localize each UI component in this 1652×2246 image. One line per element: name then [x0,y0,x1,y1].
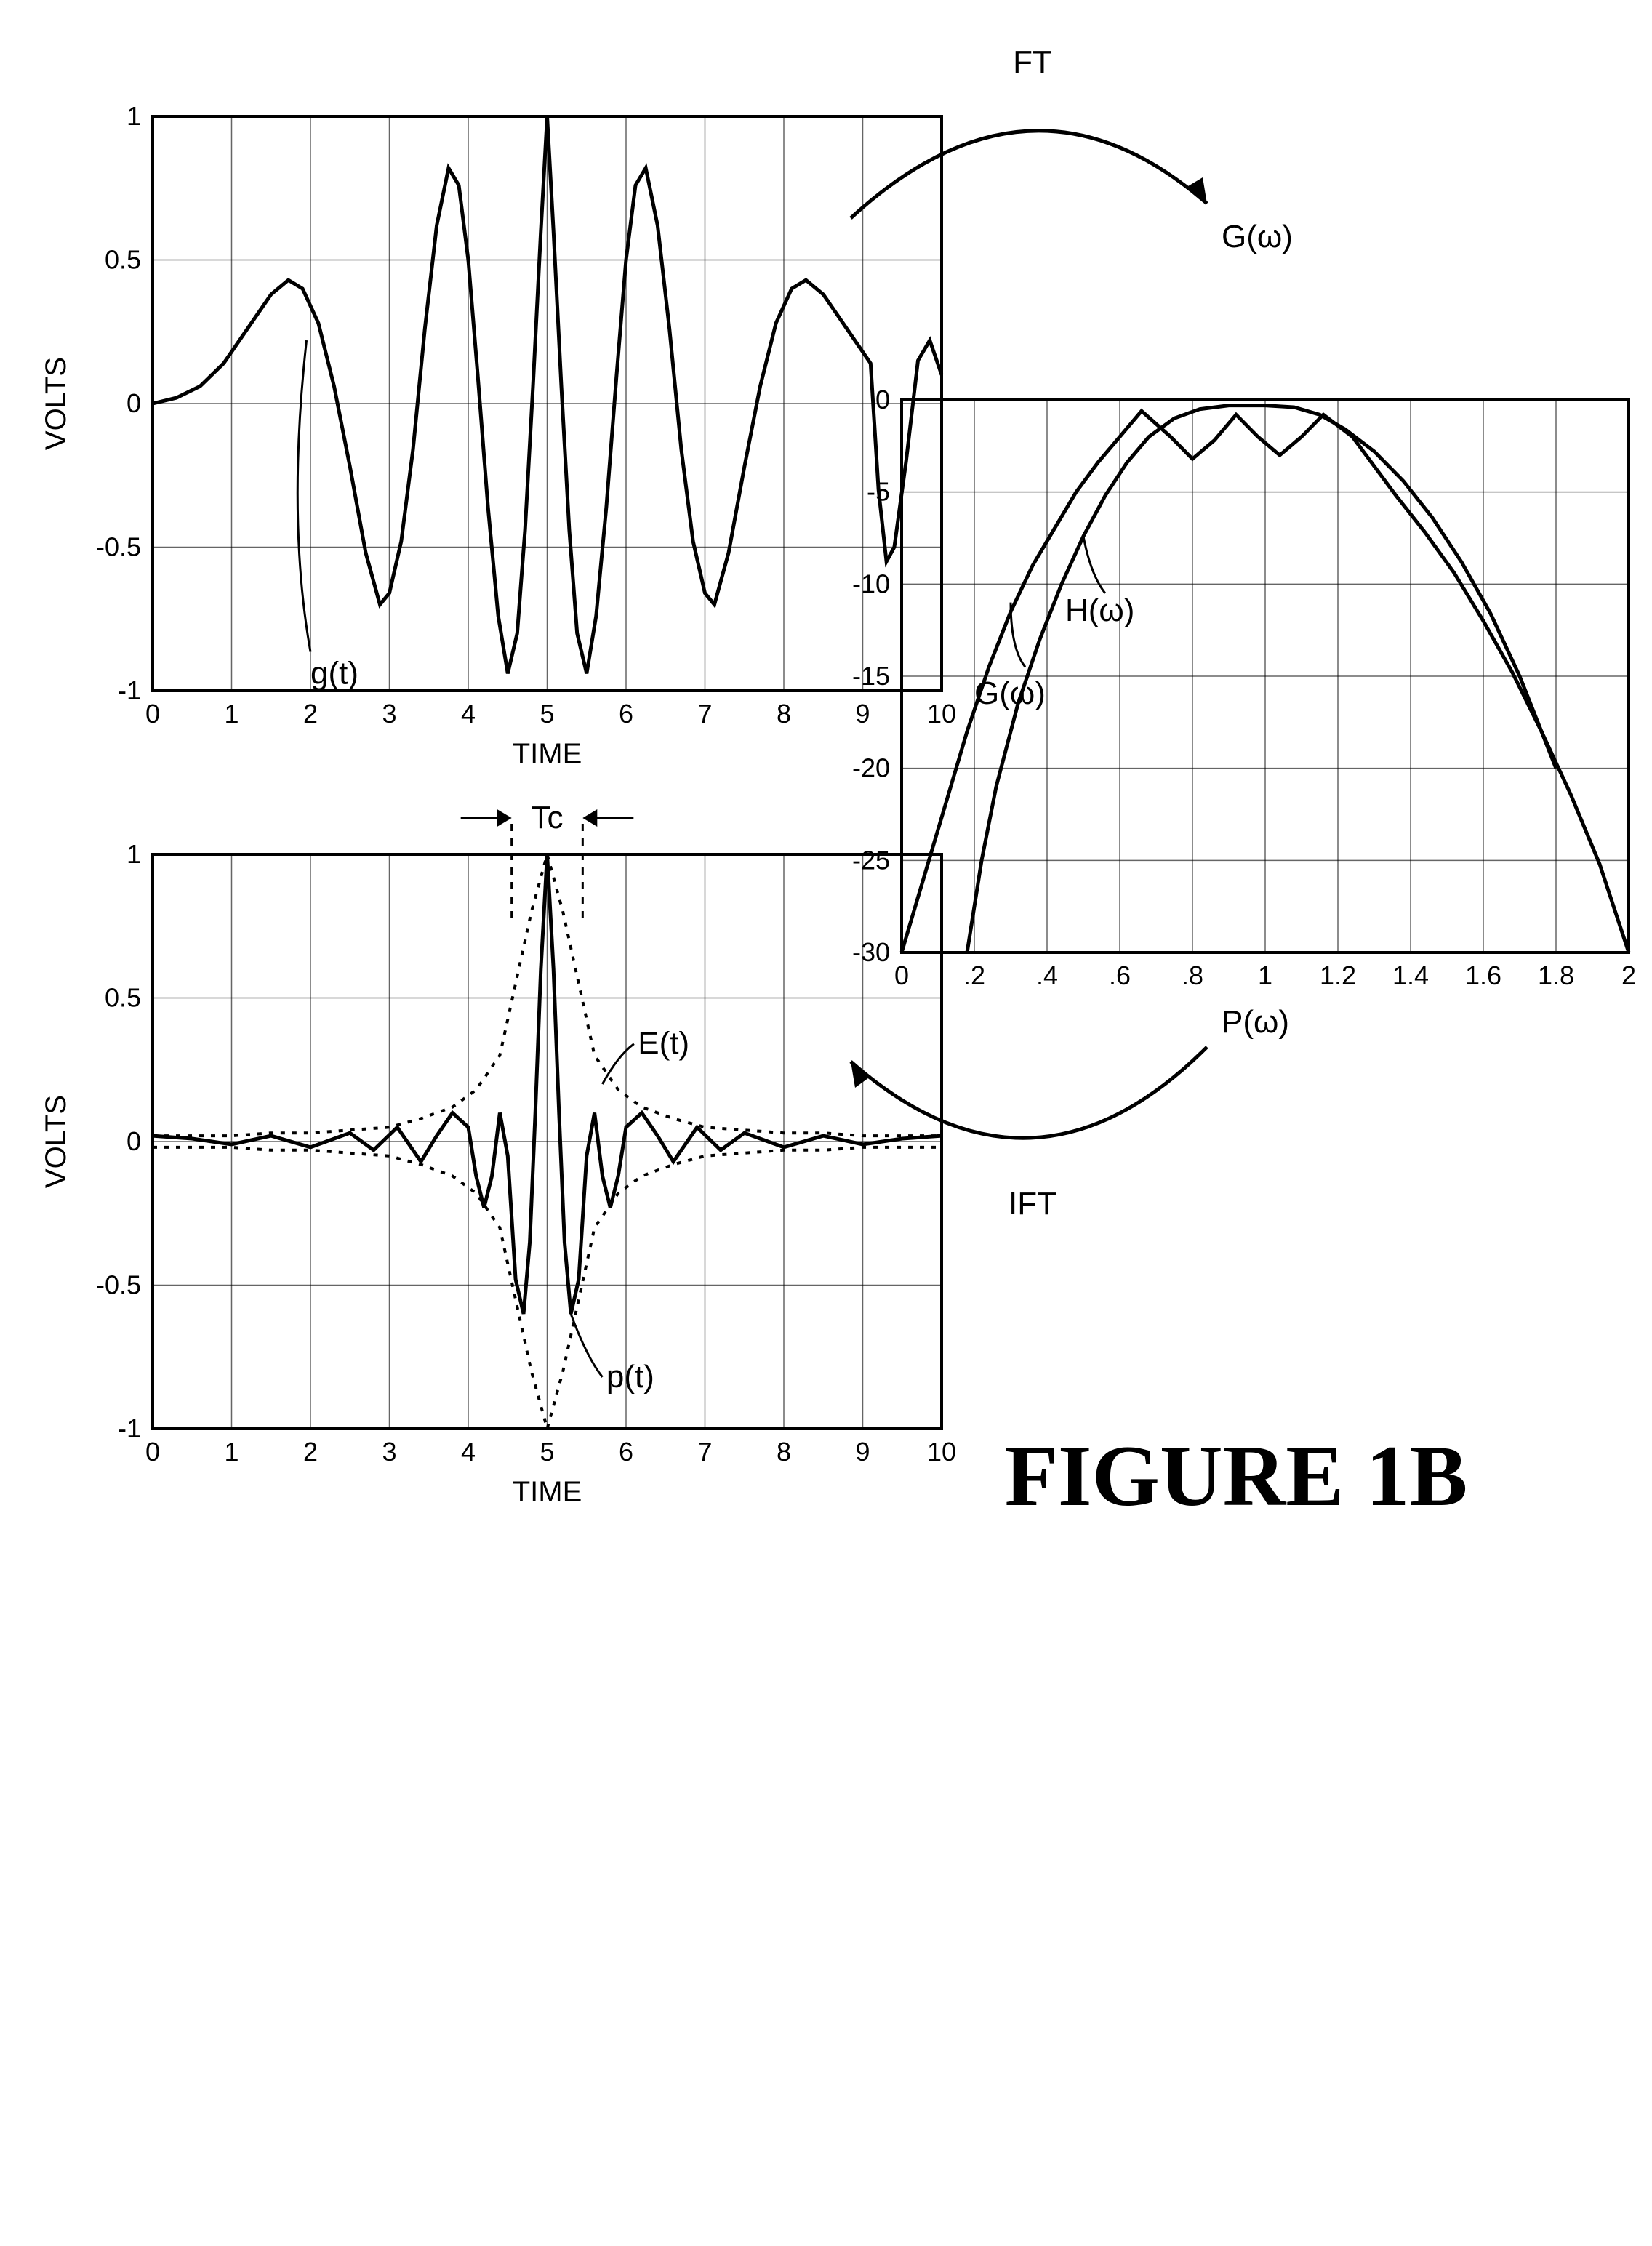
y-tick-label: 0 [875,385,890,414]
ft-to-label: G(ω) [1222,219,1293,254]
x-tick-label: .8 [1182,960,1203,990]
x-tick-label: 3 [382,1437,396,1467]
x-tick-label: 2 [303,699,318,729]
y-tick-label: -1 [118,675,141,705]
x-tick-label: 3 [382,699,396,729]
ift-from-label: P(ω) [1222,1004,1289,1040]
x-axis-label: TIME [513,1476,582,1508]
callout-line [571,1314,602,1377]
y-tick-label: -5 [867,477,890,507]
x-tick-label: .2 [963,960,985,990]
series-label-p: p(t) [606,1359,654,1395]
callout-line [1011,603,1025,667]
x-tick-label: 0 [894,960,909,990]
x-tick-label: .6 [1109,960,1131,990]
x-tick-label: 4 [461,699,476,729]
y-tick-label: -1 [118,1413,141,1443]
y-tick-label: -0.5 [96,532,141,562]
tc-arrowhead-left [497,809,512,827]
series-label-E: E(t) [638,1026,689,1062]
y-tick-label: 0.5 [105,983,141,1013]
x-tick-label: 8 [777,1437,791,1467]
y-tick-label: -25 [852,845,890,875]
ift-arc [851,1047,1207,1138]
x-tick-label: 1.6 [1465,960,1501,990]
x-tick-label: .4 [1036,960,1058,990]
x-tick-label: 6 [619,1437,633,1467]
x-tick-label: 7 [697,1437,712,1467]
x-tick-label: 5 [540,699,554,729]
x-tick-label: 0 [145,1437,160,1467]
chart: 0 .2 .4 .6 .8 1 1.2 1.4 1.6 1.8 2 -30 -25 -20 -15 -10 -5… [829,385,1636,990]
x-axis-label: TIME [513,738,582,770]
ift-name-label: IFT [1009,1186,1056,1222]
ft-name-label: FT [1013,44,1052,80]
x-tick-label: 4 [461,1437,476,1467]
y-tick-label: -20 [852,753,890,783]
ift-arrowhead [851,1062,871,1088]
x-tick-label: 6 [619,699,633,729]
series-H_omega [967,406,1556,952]
x-tick-label: 1.4 [1392,960,1429,990]
y-axis-label: VOLTS [40,1095,72,1188]
y-tick-label: -10 [852,569,890,598]
y-tick-label: -0.5 [96,1270,141,1300]
y-tick-label: 1 [127,101,141,131]
callout-line [1083,536,1105,593]
y-tick-label: 1 [127,839,141,869]
y-tick-label: 0 [127,1126,141,1156]
x-tick-label: 0 [145,699,160,729]
tc-label: Tc [532,800,564,835]
tc-arrowhead-right [582,809,597,827]
chart: 012345678910-1-0.500.51TIMEVOLTSp(t)E(t)… [40,800,956,1508]
figure-title: FIGURE 1B [1005,1427,1468,1524]
x-tick-label: 1 [1258,960,1272,990]
y-tick-label: -15 [852,661,890,691]
y-axis-label: VOLTS [40,357,72,450]
ft-arc [851,131,1207,218]
callout-line [297,340,310,651]
x-tick-label: 8 [777,699,791,729]
x-tick-label: 1.2 [1320,960,1356,990]
x-tick-label: 2 [303,1437,318,1467]
x-tick-label: 1.8 [1538,960,1574,990]
callout-line [602,1044,633,1084]
page-root: 012345678910-1-0.500.51TIMEVOLTSg(t)0123… [0,0,1652,2246]
x-tick-label: 1 [224,1437,238,1467]
right-column: 0 .2 .4 .6 .8 1 1.2 1.4 1.6 1.8 2 -30 -25 -20 -15 -10 -5… [829,29,1652,1527]
series-label-Gw: G(ω) [974,675,1046,711]
y-tick-label: 0.5 [105,245,141,275]
series-label-Hw: H(ω) [1065,593,1134,628]
y-tick-label: 0 [127,388,141,418]
y-tick-label: -30 [852,937,890,967]
x-tick-label: 7 [697,699,712,729]
chart: 012345678910-1-0.500.51TIMEVOLTSg(t) [40,101,956,770]
x-tick-label: 5 [540,1437,554,1467]
x-tick-label: 1 [224,699,238,729]
x-tick-label: 2 [1621,960,1636,990]
series-label-g: g(t) [310,656,358,691]
